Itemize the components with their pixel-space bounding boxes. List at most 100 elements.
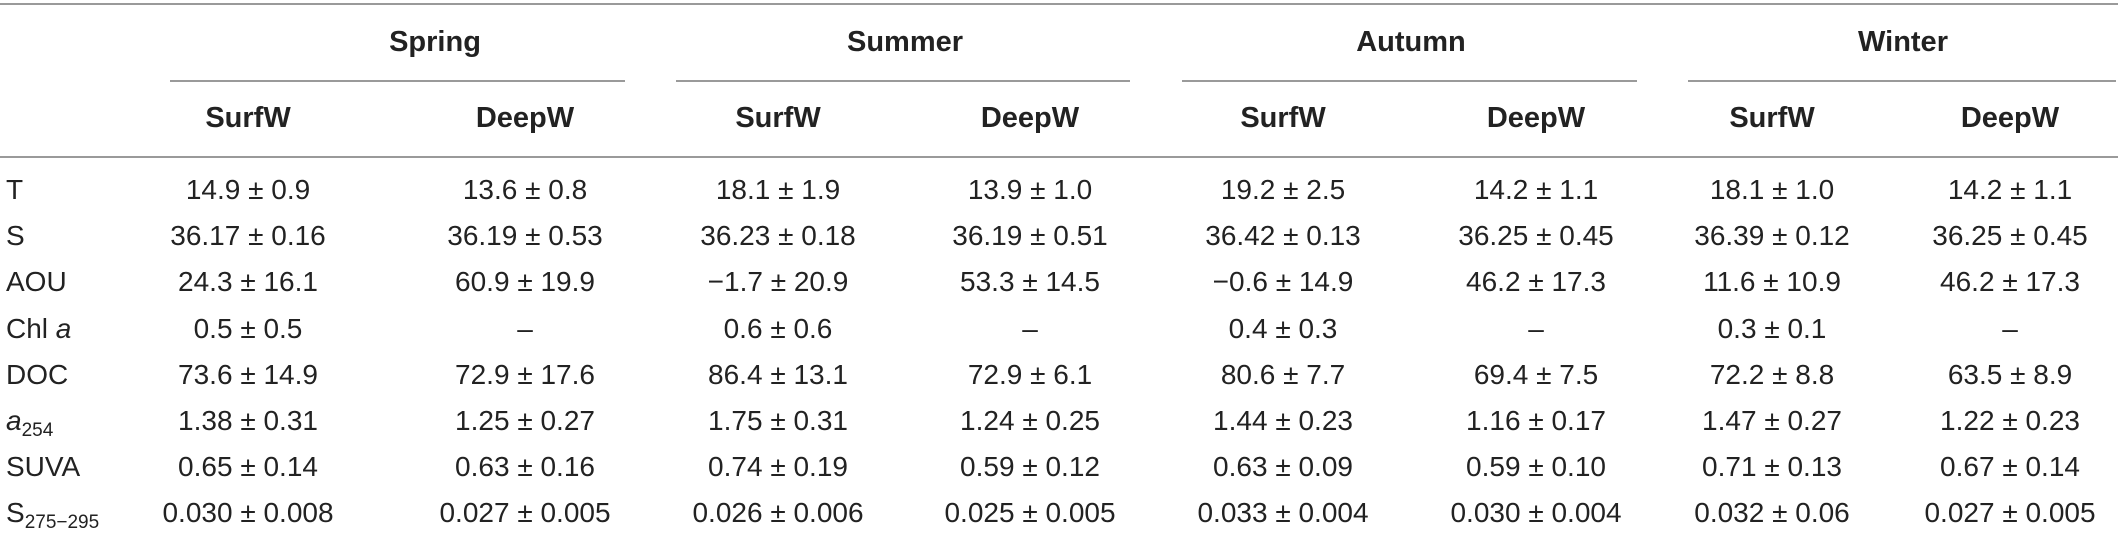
table-cell: 0.67 ± 0.14 bbox=[1940, 451, 2080, 482]
table-cell: 1.47 ± 0.27 bbox=[1702, 405, 1842, 436]
table-cell: 14.2 ± 1.1 bbox=[1947, 174, 2073, 205]
table-cell: 36.42 ± 0.13 bbox=[1205, 220, 1361, 251]
table-cell: 72.9 ± 6.1 bbox=[967, 359, 1093, 390]
table-cell: 0.030 ± 0.004 bbox=[1450, 497, 1622, 528]
season-header: Winter bbox=[1858, 26, 1948, 58]
table-cell: 0.027 ± 0.005 bbox=[1924, 497, 2096, 528]
table-cell: 73.6 ± 14.9 bbox=[178, 359, 318, 390]
table-cell: 0.65 ± 0.14 bbox=[178, 451, 318, 482]
table-cell: 1.75 ± 0.31 bbox=[708, 405, 848, 436]
table-cell: 0.026 ± 0.006 bbox=[692, 497, 864, 528]
table-cell: 18.1 ± 1.0 bbox=[1709, 174, 1835, 205]
table-cell: 0.3 ± 0.1 bbox=[1717, 313, 1827, 344]
row-label: a254 bbox=[6, 404, 54, 441]
table-cell: 13.9 ± 1.0 bbox=[967, 174, 1093, 205]
layer-header: DeepW bbox=[475, 102, 575, 134]
header-rule bbox=[0, 156, 2118, 158]
table-cell: – bbox=[1022, 313, 1038, 344]
layer-header: DeepW bbox=[1960, 102, 2060, 134]
season-header: Spring bbox=[389, 26, 481, 58]
table-cell: 1.25 ± 0.27 bbox=[455, 405, 595, 436]
table-cell: 36.17 ± 0.16 bbox=[170, 220, 326, 251]
table-cell: 0.59 ± 0.10 bbox=[1466, 451, 1606, 482]
table-cell: 36.23 ± 0.18 bbox=[700, 220, 856, 251]
table-cell: 69.4 ± 7.5 bbox=[1473, 359, 1599, 390]
autumn-underline bbox=[1182, 80, 1637, 82]
row-label: DOC bbox=[6, 358, 68, 392]
row-label: SUVA bbox=[6, 450, 80, 484]
row-label: AOU bbox=[6, 265, 67, 299]
table-cell: 0.71 ± 0.13 bbox=[1702, 451, 1842, 482]
table-cell: 0.4 ± 0.3 bbox=[1228, 313, 1338, 344]
row-label-italic: a bbox=[55, 313, 72, 344]
table-cell: 0.59 ± 0.12 bbox=[960, 451, 1100, 482]
row-label: Chl a bbox=[6, 312, 71, 346]
winter-underline bbox=[1688, 80, 2116, 82]
table-cell: 36.39 ± 0.12 bbox=[1694, 220, 1850, 251]
row-label-text: T bbox=[6, 174, 24, 205]
row-label-text: DOC bbox=[6, 359, 69, 390]
table-cell: 63.5 ± 8.9 bbox=[1947, 359, 2073, 390]
layer-header: SurfW bbox=[1240, 102, 1326, 134]
table-cell: 1.44 ± 0.23 bbox=[1213, 405, 1353, 436]
table-cell: 36.25 ± 0.45 bbox=[1458, 220, 1614, 251]
table-cell: 36.19 ± 0.51 bbox=[952, 220, 1108, 251]
table-cell: 46.2 ± 17.3 bbox=[1466, 266, 1606, 297]
layer-header: SurfW bbox=[205, 102, 291, 134]
table-cell: – bbox=[2002, 313, 2018, 344]
table-cell: 80.6 ± 7.7 bbox=[1220, 359, 1346, 390]
layer-header: SurfW bbox=[1729, 102, 1815, 134]
table-cell: 0.63 ± 0.16 bbox=[455, 451, 595, 482]
row-label-text: AOU bbox=[6, 266, 67, 297]
table-cell: 1.24 ± 0.25 bbox=[960, 405, 1100, 436]
table-cell: 36.19 ± 0.53 bbox=[447, 220, 603, 251]
table-cell: 0.5 ± 0.5 bbox=[193, 313, 303, 344]
top-rule bbox=[0, 3, 2118, 5]
table-cell: −0.6 ± 14.9 bbox=[1212, 266, 1354, 297]
table-cell: 0.025 ± 0.005 bbox=[944, 497, 1116, 528]
row-label-subscript: 254 bbox=[21, 420, 54, 441]
row-label: S275−295 bbox=[6, 496, 100, 533]
table-cell: 86.4 ± 13.1 bbox=[708, 359, 848, 390]
row-label: S bbox=[6, 219, 25, 253]
table-cell: 60.9 ± 19.9 bbox=[455, 266, 595, 297]
row-label-text: SUVA bbox=[6, 451, 81, 482]
table-cell: 14.9 ± 0.9 bbox=[185, 174, 311, 205]
season-header: Autumn bbox=[1356, 26, 1466, 58]
row-label: T bbox=[6, 173, 23, 207]
table-cell: 0.6 ± 0.6 bbox=[723, 313, 833, 344]
row-label-text: S bbox=[6, 220, 25, 251]
layer-header: DeepW bbox=[1486, 102, 1586, 134]
table-cell: 19.2 ± 2.5 bbox=[1220, 174, 1346, 205]
table-cell: −1.7 ± 20.9 bbox=[707, 266, 849, 297]
spring-underline bbox=[170, 80, 625, 82]
table-cell: 1.16 ± 0.17 bbox=[1466, 405, 1606, 436]
row-label-italic: a bbox=[6, 405, 22, 436]
table-cell: 0.63 ± 0.09 bbox=[1213, 451, 1353, 482]
row-label-text: S bbox=[6, 497, 25, 528]
table-cell: 14.2 ± 1.1 bbox=[1473, 174, 1599, 205]
table-cell: 1.38 ± 0.31 bbox=[178, 405, 318, 436]
table-cell: 1.22 ± 0.23 bbox=[1940, 405, 2080, 436]
season-header: Summer bbox=[846, 26, 964, 58]
table-cell: 0.030 ± 0.008 bbox=[162, 497, 334, 528]
table-cell: 24.3 ± 16.1 bbox=[178, 266, 318, 297]
layer-header: SurfW bbox=[735, 102, 821, 134]
table-cell: 0.032 ± 0.06 bbox=[1694, 497, 1850, 528]
table-cell: 18.1 ± 1.9 bbox=[715, 174, 841, 205]
table-cell: 0.027 ± 0.005 bbox=[439, 497, 611, 528]
table-cell: 46.2 ± 17.3 bbox=[1940, 266, 2080, 297]
layer-header: DeepW bbox=[980, 102, 1080, 134]
table-cell: 53.3 ± 14.5 bbox=[960, 266, 1100, 297]
table-cell: 72.2 ± 8.8 bbox=[1709, 359, 1835, 390]
row-label-subscript: 275−295 bbox=[24, 512, 100, 533]
table-cell: 72.9 ± 17.6 bbox=[455, 359, 595, 390]
table-cell: – bbox=[517, 313, 533, 344]
table-cell: 13.6 ± 0.8 bbox=[462, 174, 588, 205]
table-cell: 0.033 ± 0.004 bbox=[1197, 497, 1369, 528]
table-cell: 36.25 ± 0.45 bbox=[1932, 220, 2088, 251]
summer-underline bbox=[676, 80, 1130, 82]
row-label-text: Chl bbox=[6, 313, 56, 344]
table-cell: – bbox=[1528, 313, 1544, 344]
